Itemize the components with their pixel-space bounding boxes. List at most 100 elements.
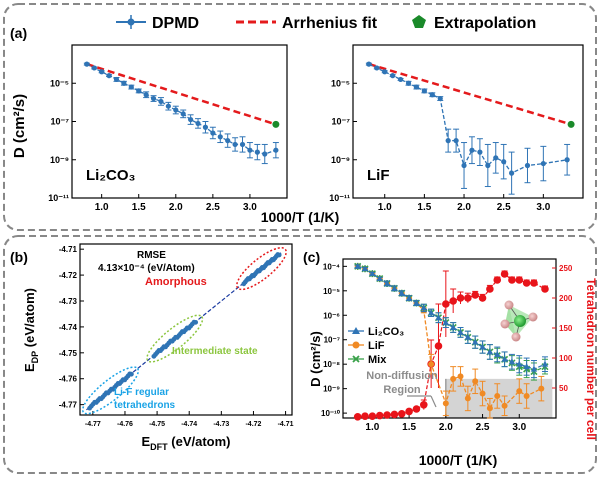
dpmd-point <box>254 149 260 155</box>
legend-extrapolation-marker <box>412 15 426 28</box>
legend-extrapolation-label: Extrapolation <box>434 15 536 32</box>
lif-regular-label: Li-F regular <box>114 387 169 398</box>
li2co3-point <box>472 338 479 345</box>
extrapolation-point <box>567 120 575 128</box>
dpmd-point <box>429 92 435 98</box>
y2-tick-label: 250 <box>559 264 573 273</box>
li2co3-point <box>516 360 523 367</box>
li2co3-point <box>405 294 413 301</box>
li2co3-point <box>530 365 538 372</box>
x-tick-label: 1.0 <box>365 422 379 433</box>
dpmd-point <box>247 147 253 153</box>
x-tick-label: -4.73 <box>213 421 229 428</box>
lif-point <box>523 392 530 399</box>
cluster-ellipse <box>146 314 204 363</box>
annotation-arrow <box>430 395 437 408</box>
dpmd-point <box>421 88 427 94</box>
rmse-value: 4.13×10⁻⁴ (eV/Atom) <box>98 263 195 274</box>
b-xlabel-unit: (eV/atom) <box>168 434 231 449</box>
panel-c-label: (c) <box>303 249 320 265</box>
dpmd-point <box>366 61 372 67</box>
dpmd-point <box>217 134 223 140</box>
arrhenius-fit-line <box>368 62 572 126</box>
tetra-point <box>508 276 516 284</box>
x-tick-label: -4.71 <box>278 421 294 428</box>
y-tick-label: 10⁻⁵ <box>331 78 350 88</box>
x-tick-label: 2.0 <box>169 202 183 213</box>
li2co3-point <box>435 314 442 321</box>
tetra-point <box>486 285 494 293</box>
axes-frame <box>79 243 293 416</box>
dpmd-point <box>453 138 459 144</box>
dpmd-point <box>461 162 467 169</box>
tetra-point <box>405 407 413 416</box>
y-tick-label: 10⁻⁵ <box>50 78 69 88</box>
legend-li2co3-marker <box>352 327 360 334</box>
li2co3-point <box>354 262 361 269</box>
b-ylabel-sub: DP <box>30 351 40 364</box>
dpmd-point <box>165 103 171 109</box>
y-tick-label: 10⁻⁷ <box>332 117 351 127</box>
lif-regular-label-2: tetrahedrons <box>114 400 176 411</box>
y2-tick-label: 150 <box>559 324 573 333</box>
y-tick-label: 10⁻⁷ <box>324 336 340 345</box>
x-tick-label: 3.0 <box>536 202 550 213</box>
tetra-point <box>541 285 549 293</box>
tetra-vertex-atom <box>528 312 538 322</box>
y-tick-label: 10⁻⁴ <box>323 262 340 271</box>
dpmd-point <box>273 147 279 153</box>
y-tick-label: 10⁻⁶ <box>323 311 340 320</box>
panel-a-xlabel: 1000/T (1/K) <box>261 209 340 225</box>
b-ylabel-main: E <box>22 363 37 372</box>
y-tick-label: -4.76 <box>59 375 78 384</box>
tetra-point <box>464 294 472 302</box>
dpmd-point <box>225 138 231 144</box>
li2co3-point <box>383 279 391 286</box>
tetra-point <box>368 412 377 421</box>
tetra-point <box>449 297 457 305</box>
x-tick-label: 1.5 <box>417 202 431 213</box>
x-tick-label: 2.0 <box>457 202 471 213</box>
dpmd-point <box>437 95 443 102</box>
y-tick-label: 10⁻⁵ <box>323 287 340 296</box>
dpmd-point <box>501 159 507 165</box>
non-diffusion-region <box>445 378 553 418</box>
panel-c-legend: Li₂CO₃ LiF Mix <box>348 326 404 366</box>
dpmd-point <box>158 98 164 105</box>
li2co3-point <box>376 275 383 282</box>
li2co3-point <box>449 323 457 330</box>
y-tick-label: 10⁻⁸ <box>323 360 340 369</box>
lif-point <box>494 392 501 399</box>
dpmd-point <box>232 141 238 148</box>
dpmd-point <box>390 73 396 79</box>
tetra-point <box>515 276 524 284</box>
b-ylabel: EDP (eV/atom) <box>22 288 40 372</box>
panel-c-xlabel: 1000/T (1/K) <box>419 452 498 468</box>
dpmd-point <box>509 170 515 176</box>
lif-point <box>486 405 493 412</box>
dpmd-point <box>173 107 179 113</box>
dpmd-point <box>128 84 134 90</box>
li2co3-point <box>464 333 472 340</box>
panel-a-label: (a) <box>10 25 27 41</box>
dpmd-point <box>397 76 404 83</box>
x-tick-label: 1.5 <box>402 422 416 433</box>
dpmd-point <box>106 73 112 79</box>
dpmd-point <box>262 151 268 157</box>
extrapolation-point <box>272 120 280 128</box>
tetra-point <box>390 410 399 419</box>
dpmd-point <box>469 147 475 153</box>
panel-a-legend: DPMD Arrhenius fit Extrapolation <box>116 15 536 32</box>
legend-dpmd-label: DPMD <box>152 15 199 32</box>
li2co3-point <box>398 289 405 296</box>
legend-li2co3-label: Li₂CO₃ <box>368 326 404 338</box>
lif-point <box>472 378 479 385</box>
dpmd-point <box>91 65 97 71</box>
plot-a-li2co3: 1.0 1.5 2.0 2.5 3.0 10⁻¹¹ 10⁻⁹ 10⁻⁷ 10⁻⁵ Li₂CO₃ <box>48 44 288 213</box>
li2co3-point <box>494 350 501 357</box>
y-tick-label: 10⁻¹¹ <box>48 193 69 203</box>
tetra-point <box>478 294 487 302</box>
panel-c-ylabel: D (cm²/s) <box>308 331 323 387</box>
intermediate-label: Intermediate state <box>172 346 258 357</box>
